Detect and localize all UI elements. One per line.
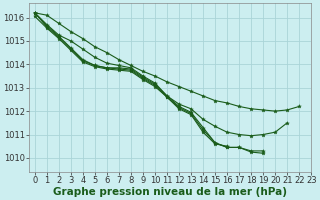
X-axis label: Graphe pression niveau de la mer (hPa): Graphe pression niveau de la mer (hPa) <box>53 187 287 197</box>
